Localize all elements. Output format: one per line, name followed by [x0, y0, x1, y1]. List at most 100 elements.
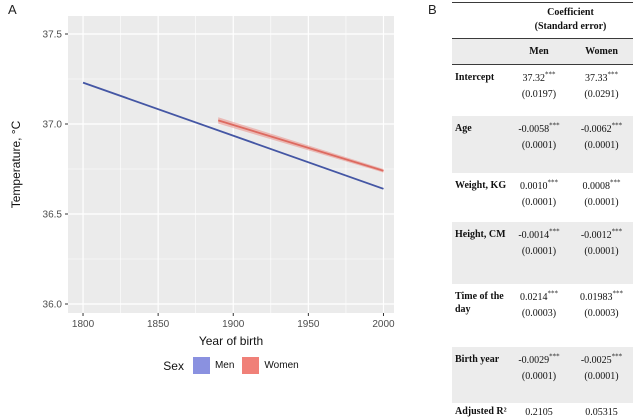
significance-stars: *** — [607, 70, 619, 79]
women-cell: -0.0062*** (0.0001) — [570, 122, 633, 173]
coefficient-value: 0.2105 — [525, 407, 553, 418]
temperature-chart: 1800 1850 1900 1950 2000 36.0 36.5 37.0 37.5 Year… — [9, 16, 395, 348]
legend-item-women: Women — [242, 357, 299, 374]
table-title-line1: Coefficient — [547, 7, 594, 18]
men-cell: 0.2105 — [508, 405, 570, 418]
significance-stars: *** — [610, 178, 621, 187]
coefficient-value: 0.05315 — [585, 407, 618, 418]
standard-error: (0.0003) — [584, 308, 619, 319]
panel-a-label: A — [8, 2, 17, 17]
coefficient-value: 0.0008*** — [582, 178, 621, 192]
standard-error: (0.0197) — [521, 89, 557, 100]
y-tick-label: 36.0 — [43, 300, 63, 311]
table-column-headers: Men Women — [452, 39, 633, 64]
standard-error: (0.0001) — [584, 246, 619, 257]
coefficient-value: -0.0029*** — [518, 352, 560, 366]
significance-stars: *** — [549, 227, 560, 236]
x-tick-label: 1900 — [222, 319, 245, 330]
plot-background — [68, 16, 394, 313]
men-cell: -0.0029*** (0.0001) — [508, 353, 570, 403]
men-cell: -0.0014*** (0.0001) — [508, 228, 570, 284]
y-axis-title: Temperature, °C — [9, 120, 23, 208]
x-axis-title: Year of birth — [199, 334, 263, 348]
table-row: Weight, KG 0.0010*** (0.0001) 0.0008*** (0.0… — [452, 173, 633, 222]
standard-error: (0.0001) — [584, 197, 619, 208]
table-row: Age -0.0058*** (0.0001) -0.0062*** (0.0001) — [452, 116, 633, 173]
coefficient-value: -0.0025*** — [580, 352, 623, 366]
women-cell: 0.0008*** (0.0001) — [570, 179, 633, 222]
legend-items: Men Women — [192, 357, 299, 374]
coefficient-value: -0.0014*** — [518, 227, 560, 241]
chart-legend: Sex Men Women — [68, 357, 394, 374]
row-label: Age — [455, 123, 472, 134]
legend-item-men: Men — [192, 357, 235, 374]
table-body: Intercept 37.32*** (0.0197) 37.33*** (0.0291… — [452, 65, 633, 418]
row-label: Adjusted R² — [455, 406, 507, 417]
significance-stars: *** — [547, 178, 559, 187]
table-rule — [452, 64, 633, 65]
standard-error: (0.0291) — [584, 89, 619, 100]
row-label: Time of the day — [455, 291, 504, 315]
significance-stars: *** — [545, 70, 556, 79]
standard-error: (0.0003) — [521, 308, 557, 319]
significance-stars: *** — [549, 121, 560, 130]
men-cell: 0.0010*** (0.0001) — [508, 179, 570, 222]
standard-error: (0.0001) — [584, 371, 619, 382]
row-label: Weight, KG — [455, 180, 507, 191]
table-title: Coefficient (Standard error) — [508, 3, 633, 38]
row-label: Height, CM — [455, 229, 506, 240]
table-row: Height, CM -0.0014*** (0.0001) -0.0012*** (0… — [452, 222, 633, 284]
x-tick-label: 1850 — [147, 319, 170, 330]
table-rule — [452, 38, 633, 39]
significance-stars: *** — [611, 121, 623, 130]
significance-stars: *** — [549, 352, 560, 361]
coefficient-value: -0.0012*** — [580, 227, 623, 241]
y-tick-label: 37.5 — [43, 30, 63, 41]
women-cell: -0.0025*** (0.0001) — [570, 353, 633, 403]
legend-label-men: Men — [214, 360, 235, 371]
x-tick-label: 2000 — [372, 319, 395, 330]
coefficient-value: 37.33*** — [585, 70, 619, 84]
significance-stars: *** — [611, 352, 623, 361]
men-cell: -0.0058*** (0.0001) — [508, 122, 570, 173]
women-cell: 0.05315 — [570, 405, 633, 418]
coefficient-value: -0.0062*** — [580, 121, 623, 135]
significance-stars: *** — [612, 289, 624, 298]
coefficient-table: Coefficient (Standard error) Men Women I… — [452, 2, 633, 418]
x-tick-label: 1950 — [297, 319, 320, 330]
coefficient-value: 0.0214*** — [520, 289, 559, 303]
panel-b-label: B — [428, 2, 437, 17]
standard-error: (0.0001) — [521, 246, 557, 257]
legend-label-women: Women — [264, 360, 299, 371]
legend-swatch-women — [242, 357, 260, 374]
coefficient-value: 0.0010*** — [520, 178, 559, 192]
coefficient-value: 0.01983*** — [580, 289, 624, 303]
legend-title: Sex — [163, 358, 184, 373]
men-cell: 0.0214*** (0.0003) — [508, 290, 570, 347]
table-title-line2: (Standard error) — [534, 21, 607, 32]
coefficient-value: 37.32*** — [522, 70, 556, 84]
men-cell: 37.32*** (0.0197) — [508, 71, 570, 116]
y-tick-label: 36.5 — [43, 210, 63, 221]
table-row: Birth year -0.0029*** (0.0001) -0.0025*** (0… — [452, 347, 633, 403]
x-tick-label: 1800 — [72, 319, 95, 330]
series-line-women — [217, 119, 384, 172]
significance-stars: *** — [611, 227, 623, 236]
standard-error: (0.0001) — [521, 197, 557, 208]
table-row: Time of the day 0.0214*** (0.0003) 0.01983*… — [452, 284, 633, 347]
standard-error: (0.0001) — [521, 371, 557, 382]
column-header-women: Women — [585, 46, 618, 57]
women-cell: -0.0012*** (0.0001) — [570, 228, 633, 284]
significance-stars: *** — [547, 289, 559, 298]
women-cell: 0.01983*** (0.0003) — [570, 290, 633, 347]
coefficient-value: -0.0058*** — [518, 121, 560, 135]
series-line-men — [82, 81, 384, 190]
standard-error: (0.0001) — [584, 140, 619, 151]
column-header-men: Men — [529, 46, 549, 57]
table-row: Intercept 37.32*** (0.0197) 37.33*** (0.0291… — [452, 65, 633, 116]
standard-error: (0.0001) — [521, 140, 557, 151]
y-tick-label: 37.0 — [43, 120, 63, 131]
row-label: Birth year — [455, 354, 500, 365]
row-label: Intercept — [455, 72, 495, 83]
